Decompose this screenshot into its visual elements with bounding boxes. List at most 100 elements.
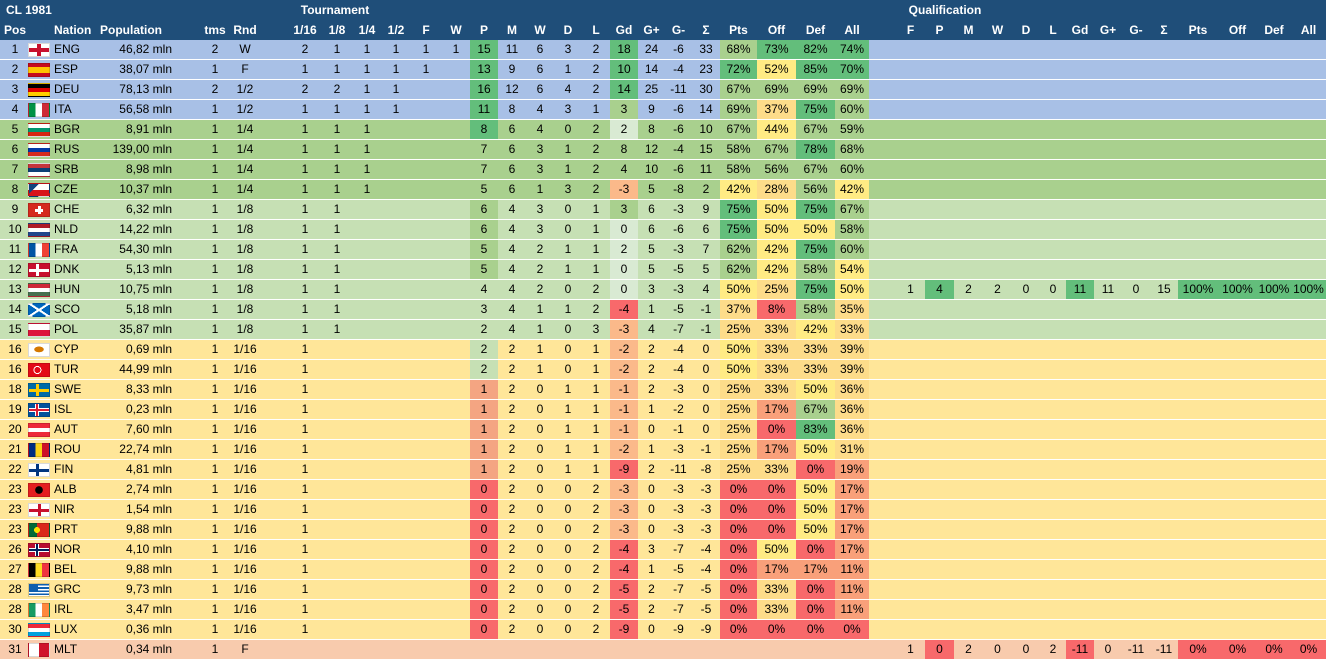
- round-count-cell: [352, 360, 382, 379]
- qualification-cell: 100%: [1291, 280, 1326, 299]
- stat-cell: 17%: [757, 440, 796, 459]
- round-count-cell: [441, 100, 471, 119]
- round-count-cell: 1: [363, 142, 371, 156]
- qualification-header: Qualification: [908, 3, 982, 17]
- stat-cell: 67%: [796, 160, 835, 179]
- teams-cell: 1: [211, 402, 219, 416]
- stat-cell: 25%: [720, 460, 757, 479]
- round-count-cell: 1: [363, 162, 371, 176]
- population-cell: 139,00 mln: [112, 142, 172, 156]
- round-count-cell: 1: [301, 582, 309, 596]
- stat-cell: 0%: [796, 540, 835, 559]
- flag-icon: [28, 383, 50, 397]
- pos-cell: 28: [8, 602, 22, 616]
- stat-cell: 4: [470, 280, 498, 299]
- round-count-cell: 1: [301, 142, 309, 156]
- round-count-cell: [322, 440, 352, 459]
- stat-cell: 4: [508, 222, 516, 236]
- stat-cell: 50%: [757, 540, 796, 559]
- round-cell: 1/8: [236, 302, 254, 316]
- flag-icon: [28, 643, 50, 657]
- round-count-cell: [441, 220, 471, 239]
- round-count-cell: [441, 380, 471, 399]
- qualification-cell: 100%: [1178, 280, 1218, 299]
- flag-icon: [28, 323, 50, 337]
- stat-cell: 2: [508, 442, 516, 456]
- round-count-cell: 1: [422, 42, 430, 56]
- stat-cell: 1: [564, 422, 572, 436]
- stat-cell: 2: [592, 522, 600, 536]
- stat-cell: 1: [648, 442, 655, 456]
- stat-cell: -3: [610, 480, 638, 499]
- stat-cell: 0: [702, 382, 710, 396]
- population-cell: 46,82 mln: [119, 42, 172, 56]
- round-count-cell: [411, 520, 441, 539]
- pos-cell: 7: [11, 162, 19, 176]
- stat-cell: 0: [564, 222, 572, 236]
- stat-cell: 1: [592, 102, 600, 116]
- stat-cell: 2: [592, 502, 600, 516]
- stat-cell: 52%: [757, 60, 796, 79]
- col-header: Off: [1228, 23, 1247, 37]
- stat-cell: 1: [592, 462, 600, 476]
- qualification-cell: 100%: [1218, 280, 1257, 299]
- stat-cell: 1: [564, 262, 572, 276]
- round-cell: 1/2: [236, 82, 254, 96]
- col-header: Def: [805, 23, 826, 37]
- col-header: tms: [204, 23, 226, 37]
- population-cell: 0,34 mln: [125, 642, 172, 656]
- stat-cell: 9: [508, 62, 516, 76]
- pos-cell: 15: [8, 322, 22, 336]
- stat-cell: 82%: [796, 40, 835, 59]
- stat-cell: 0%: [720, 480, 757, 499]
- stat-cell: 42%: [796, 320, 835, 339]
- stat-cell: 39%: [835, 360, 869, 379]
- stat-cell: 6: [648, 202, 655, 216]
- stat-cell: -3: [673, 202, 684, 216]
- round-count-cell: [411, 600, 441, 619]
- stat-cell: -6: [673, 122, 684, 136]
- pos-cell: 11: [8, 242, 22, 256]
- round-count-cell: 1: [301, 422, 309, 436]
- stat-cell: 25%: [757, 280, 796, 299]
- teams-cell: 1: [211, 622, 219, 636]
- stat-cell: 2: [592, 582, 600, 596]
- col-header: L: [1049, 23, 1057, 37]
- flag-icon: [28, 283, 50, 297]
- stat-cell: 0: [648, 502, 655, 516]
- stat-cell: 3: [648, 542, 655, 556]
- stat-cell: 25%: [720, 400, 757, 419]
- teams-cell: 1: [211, 602, 219, 616]
- stat-cell: 60%: [835, 160, 869, 179]
- round-cell: 1/16: [233, 422, 257, 436]
- teams-cell: 1: [211, 562, 219, 576]
- stat-cell: 2: [592, 282, 600, 296]
- stat-cell: 1: [470, 400, 498, 419]
- stat-cell: 3: [536, 142, 544, 156]
- stat-cell: 0: [470, 560, 498, 579]
- stat-cell: 2: [470, 360, 498, 379]
- flag-icon: [28, 483, 50, 497]
- nation-cell: SWE: [54, 382, 82, 396]
- qualification-cell: 2: [1049, 642, 1057, 656]
- round-cell: 1/16: [233, 482, 257, 496]
- round-count-cell: 1: [333, 102, 341, 116]
- col-header: M: [507, 23, 517, 37]
- pos-cell: 23: [8, 482, 22, 496]
- nation-cell: SCO: [54, 302, 81, 316]
- round-count-cell: [352, 560, 382, 579]
- round-count-cell: [441, 620, 471, 639]
- stat-cell: 50%: [720, 360, 757, 379]
- stat-cell: 17%: [757, 560, 796, 579]
- col-header: Pos: [4, 23, 26, 37]
- pos-cell: 23: [8, 502, 22, 516]
- flag-icon: [28, 363, 50, 377]
- stat-cell: 2: [508, 562, 516, 576]
- stat-cell: 17%: [835, 520, 869, 539]
- flag-icon: [28, 143, 50, 157]
- table-row: 13 HUN 10,75 mln 1 1/8 1 1 4 4 2 0 2 0 3 -3 4 50% 25% 75% 5…: [0, 280, 1326, 300]
- col-header: W: [534, 23, 546, 37]
- stat-cell: 11%: [835, 560, 869, 579]
- stat-cell: 11: [699, 162, 713, 176]
- round-count-cell: [441, 180, 471, 199]
